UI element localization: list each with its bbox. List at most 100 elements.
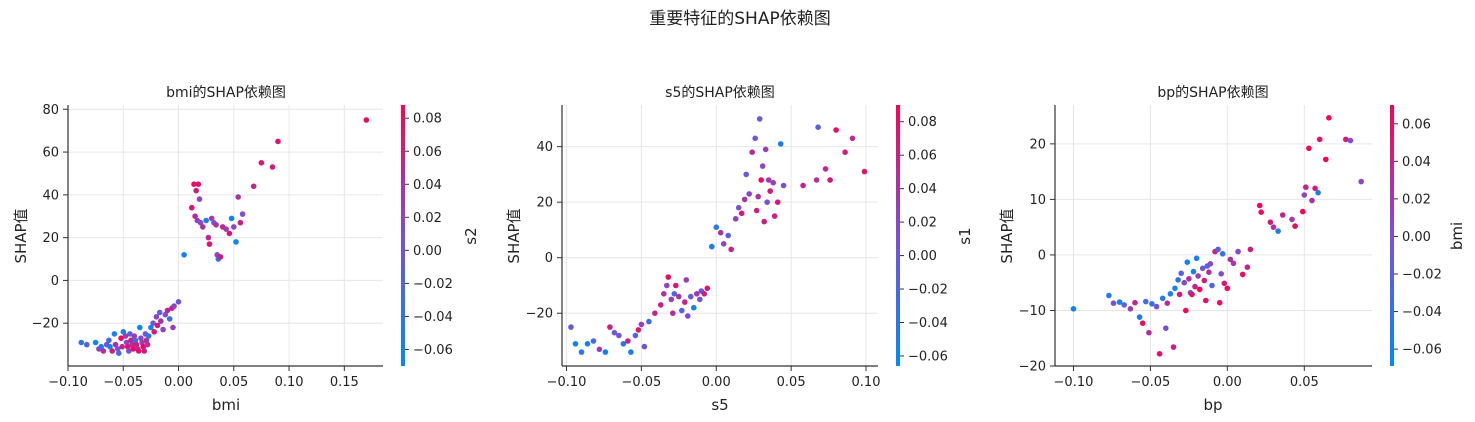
- y-tick-label: 0: [1038, 248, 1046, 263]
- data-point: [1230, 260, 1237, 267]
- data-point: [1267, 219, 1274, 225]
- data-point: [239, 211, 246, 217]
- data-point: [1326, 115, 1332, 121]
- colorbar-label: s1: [956, 227, 974, 244]
- data-point: [774, 199, 781, 205]
- data-point: [133, 341, 140, 348]
- data-point: [275, 138, 281, 145]
- data-point: [758, 177, 764, 183]
- data-point: [123, 339, 130, 346]
- y-axis-label: SHAP值: [505, 208, 523, 263]
- data-point: [1258, 209, 1264, 215]
- data-point: [195, 181, 202, 187]
- data-point: [1136, 314, 1143, 320]
- data-point: [568, 324, 574, 330]
- colorbar-tick-label: 0.04: [413, 178, 442, 193]
- data-point: [1316, 136, 1323, 143]
- data-point: [1289, 216, 1295, 223]
- data-point: [128, 337, 134, 344]
- data-point: [691, 304, 697, 311]
- data-point: [638, 321, 645, 328]
- data-point: [683, 277, 690, 283]
- data-point: [1292, 223, 1298, 229]
- data-point: [741, 196, 748, 203]
- data-point: [725, 232, 731, 239]
- y-tick-label: 20: [42, 231, 59, 246]
- data-point: [223, 226, 229, 232]
- y-tick-label: 20: [1029, 137, 1046, 152]
- y-axis-label: SHAP值: [12, 208, 30, 263]
- data-point: [827, 177, 833, 183]
- data-point: [129, 341, 135, 348]
- data-point: [226, 230, 233, 237]
- data-point: [697, 296, 703, 303]
- data-point: [1343, 136, 1349, 143]
- data-point: [752, 135, 758, 142]
- data-point: [1203, 297, 1209, 304]
- x-tick-label: −0.05: [621, 375, 661, 390]
- data-point: [765, 177, 772, 183]
- x-tick-label: 0.05: [777, 375, 806, 390]
- data-point: [749, 149, 755, 155]
- data-point: [120, 329, 127, 335]
- colorbar-tick-label: 0.02: [908, 216, 937, 231]
- data-point: [1121, 302, 1127, 308]
- data-point: [607, 324, 613, 330]
- colorbar-tick-label: 0.04: [1402, 155, 1431, 170]
- data-point: [1270, 224, 1277, 230]
- data-point: [665, 274, 672, 280]
- data-point: [1199, 265, 1206, 272]
- data-point: [1167, 291, 1174, 297]
- data-point: [1216, 299, 1223, 306]
- data-point: [620, 341, 627, 347]
- data-point: [611, 329, 618, 336]
- data-point: [206, 241, 213, 247]
- data-point: [150, 320, 156, 327]
- data-point: [676, 293, 682, 300]
- data-point: [1275, 228, 1281, 234]
- data-point: [114, 346, 121, 352]
- x-tick-label: 0.10: [852, 375, 881, 390]
- data-point: [625, 338, 631, 344]
- data-point: [84, 341, 90, 348]
- data-point: [1323, 156, 1329, 163]
- data-point: [203, 217, 209, 224]
- data-point: [164, 307, 171, 314]
- data-point: [78, 339, 85, 346]
- data-point: [175, 299, 182, 305]
- data-point: [720, 241, 727, 247]
- y-tick-label: −20: [1019, 360, 1046, 375]
- data-point: [140, 343, 146, 350]
- data-point: [1181, 279, 1188, 286]
- data-point: [98, 343, 104, 350]
- data-point: [664, 282, 670, 289]
- data-point: [250, 183, 257, 190]
- data-point: [228, 215, 235, 222]
- data-point: [189, 204, 195, 211]
- data-point: [193, 187, 199, 194]
- panel-bp: bp的SHAP依赖图 bp SHAP值 bmi −0.10 −0.05 0.00 0.…: [998, 85, 1466, 414]
- data-point: [767, 188, 773, 194]
- y-tick-label: 10: [1029, 193, 1046, 208]
- colorbar-tick-label: 0.04: [908, 182, 937, 197]
- x-tick-label: 0.10: [275, 375, 304, 390]
- data-point: [822, 166, 829, 172]
- y-tick-label: 60: [42, 146, 59, 161]
- colorbar-tick-label: −0.02: [908, 283, 948, 298]
- data-point: [151, 329, 157, 335]
- data-point: [139, 339, 145, 346]
- data-point: [1159, 295, 1166, 302]
- data-point: [1172, 285, 1178, 292]
- y-axis-label: SHAP值: [998, 208, 1016, 263]
- y-tick-label: 0: [545, 251, 553, 266]
- data-point: [197, 219, 204, 226]
- colorbar: [1390, 105, 1394, 366]
- data-point: [1116, 299, 1123, 305]
- data-point: [122, 333, 129, 339]
- data-point: [1256, 202, 1263, 209]
- panel-title: bmi的SHAP依赖图: [166, 85, 286, 101]
- data-point: [701, 291, 708, 297]
- data-point: [1221, 280, 1228, 287]
- y-tick-label: 0: [51, 274, 59, 289]
